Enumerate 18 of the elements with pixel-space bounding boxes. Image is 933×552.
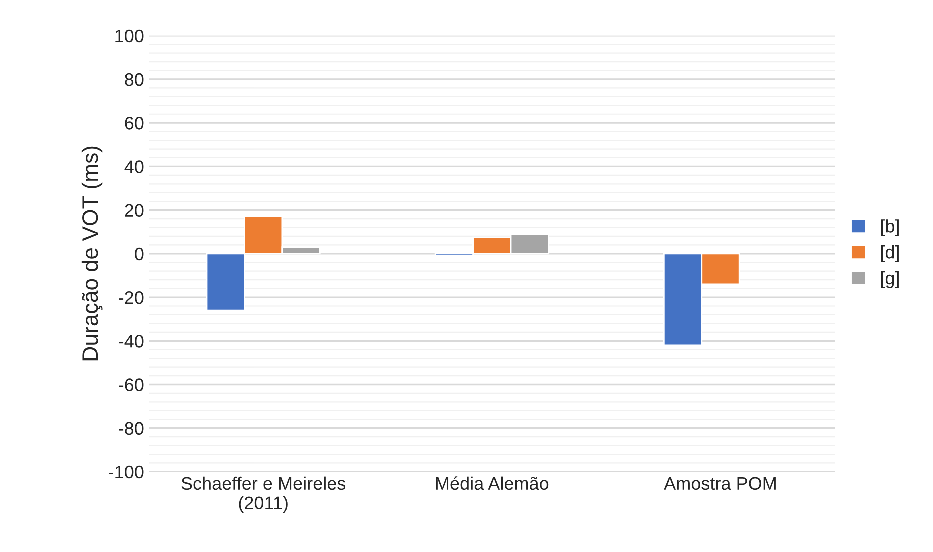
y-axis-title: Duração de VOT (ms) — [82, 146, 103, 361]
y-tick-label: -80 — [119, 422, 144, 436]
x-tick-label: Média Alemão — [436, 476, 549, 490]
x-tick-label: Schaeffer e Meireles (2011) — [182, 476, 346, 514]
legend-label: [g] — [881, 272, 899, 288]
y-tick-label: -40 — [119, 335, 144, 348]
x-tick-label: Amostra POM — [664, 477, 776, 490]
y-tick-label: 0 — [135, 248, 144, 261]
y-tick-label: 80 — [125, 73, 144, 86]
y-tick-label: -60 — [119, 378, 144, 392]
y-tick-label: -20 — [119, 291, 144, 304]
y-tick-label: 60 — [125, 117, 144, 130]
y-tick-label: -100 — [109, 466, 144, 479]
legend-label: [b] — [881, 220, 899, 236]
y-tick-label: 20 — [125, 204, 144, 218]
legend-label: [d] — [881, 246, 899, 262]
y-tick-label: 100 — [116, 30, 144, 43]
y-tick-label: 40 — [124, 160, 144, 174]
